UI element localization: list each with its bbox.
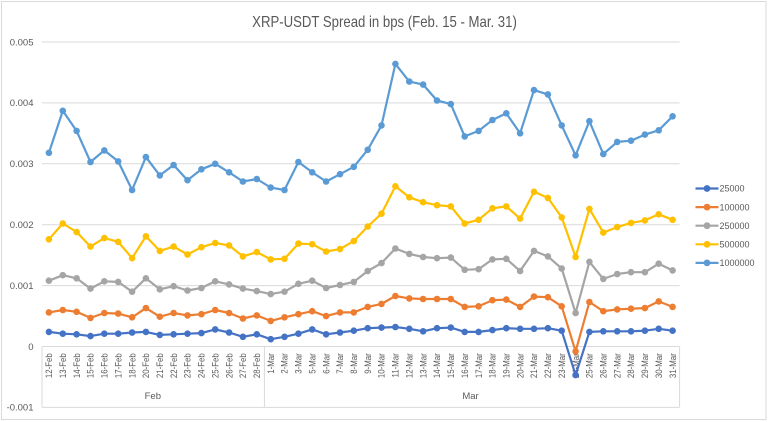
svg-text:25-Mar: 25-Mar [584, 353, 595, 378]
svg-text:10-Mar: 10-Mar [376, 353, 387, 378]
svg-text:13-Mar: 13-Mar [418, 353, 429, 378]
svg-text:7-Mar: 7-Mar [335, 353, 346, 374]
svg-text:24-Feb: 24-Feb [196, 353, 207, 378]
svg-text:29-Mar: 29-Mar [640, 353, 651, 378]
svg-text:20-Mar: 20-Mar [515, 353, 526, 378]
svg-text:31-Mar: 31-Mar [667, 353, 678, 378]
svg-text:21-Feb: 21-Feb [154, 353, 165, 378]
svg-text:12-Mar: 12-Mar [404, 353, 415, 378]
svg-text:1-Mar: 1-Mar [265, 353, 276, 374]
svg-text:21-Mar: 21-Mar [529, 353, 540, 378]
svg-text:9-Mar: 9-Mar [362, 353, 373, 374]
svg-text:0: 0 [28, 342, 33, 353]
svg-text:18-Mar: 18-Mar [487, 353, 498, 378]
svg-text:3-Mar: 3-Mar [293, 353, 304, 374]
svg-text:14-Feb: 14-Feb [71, 353, 82, 378]
svg-text:17-Feb: 17-Feb [113, 353, 124, 378]
svg-text:11-Mar: 11-Mar [390, 353, 401, 377]
svg-text:25000: 25000 [720, 184, 745, 194]
svg-text:100000: 100000 [720, 202, 750, 212]
svg-text:12-Feb: 12-Feb [44, 353, 55, 378]
svg-text:15-Feb: 15-Feb [85, 353, 96, 378]
svg-text:Feb: Feb [145, 391, 161, 402]
svg-text:500000: 500000 [720, 240, 750, 250]
svg-text:14-Mar: 14-Mar [432, 353, 443, 378]
svg-text:27-Feb: 27-Feb [238, 353, 249, 378]
svg-text:23-Mar: 23-Mar [556, 353, 567, 378]
svg-text:28-Feb: 28-Feb [251, 353, 262, 378]
svg-text:22-Feb: 22-Feb [168, 353, 179, 378]
svg-text:18-Feb: 18-Feb [127, 353, 138, 378]
svg-text:19-Mar: 19-Mar [501, 353, 512, 378]
svg-text:23-Feb: 23-Feb [182, 353, 193, 378]
svg-text:22-Mar: 22-Mar [543, 353, 554, 378]
svg-text:26-Mar: 26-Mar [598, 353, 609, 378]
svg-text:0.002: 0.002 [10, 220, 34, 231]
svg-text:28-Mar: 28-Mar [626, 353, 637, 378]
svg-text:1000000: 1000000 [720, 258, 755, 268]
svg-text:0.005: 0.005 [10, 37, 34, 48]
svg-text:20-Feb: 20-Feb [141, 353, 152, 378]
svg-text:2-Mar: 2-Mar [279, 353, 290, 374]
svg-text:-0.001: -0.001 [7, 403, 34, 414]
svg-text:27-Mar: 27-Mar [612, 353, 623, 378]
svg-text:17-Mar: 17-Mar [473, 353, 484, 378]
svg-text:0.001: 0.001 [10, 281, 34, 292]
svg-text:250000: 250000 [720, 221, 750, 231]
svg-text:24-Mar: 24-Mar [570, 353, 581, 378]
svg-text:16-Feb: 16-Feb [99, 353, 110, 378]
svg-text:16-Mar: 16-Mar [459, 353, 470, 378]
svg-text:13-Feb: 13-Feb [57, 353, 68, 378]
svg-text:Mar: Mar [462, 391, 478, 402]
svg-text:15-Mar: 15-Mar [445, 353, 456, 378]
svg-text:5-Mar: 5-Mar [307, 353, 318, 374]
svg-text:30-Mar: 30-Mar [653, 353, 664, 378]
svg-text:26-Feb: 26-Feb [224, 353, 235, 378]
svg-text:0.004: 0.004 [10, 98, 34, 109]
svg-text:XRP-USDT Spread in bps (Feb. 1: XRP-USDT Spread in bps (Feb. 15 - Mar. 3… [252, 14, 517, 31]
svg-text:0.003: 0.003 [10, 159, 34, 170]
svg-text:6-Mar: 6-Mar [321, 353, 332, 374]
svg-text:8-Mar: 8-Mar [348, 353, 359, 374]
svg-text:25-Feb: 25-Feb [210, 353, 221, 378]
